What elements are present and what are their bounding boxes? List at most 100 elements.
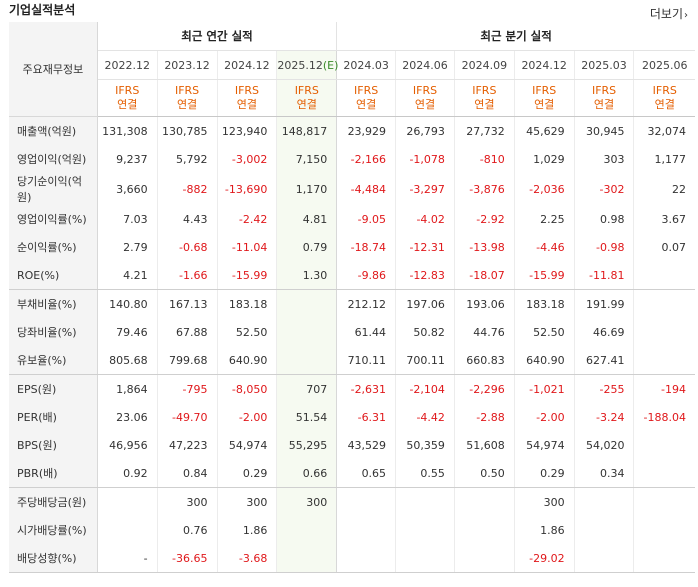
estimate-marker: (E) bbox=[322, 58, 339, 72]
row-label: 영업이익(억원) bbox=[9, 145, 98, 173]
table-cell: 1,864 bbox=[96, 374, 158, 403]
period-header: 2023.12 bbox=[156, 50, 217, 80]
table-row: 유보율(%) 805.68 799.68 640.90 710.11 700.11 660.… bbox=[9, 346, 695, 375]
table-cell: 52.50 bbox=[513, 318, 575, 346]
table-cell: -4.02 bbox=[395, 205, 455, 233]
ifrs-label: IFRS 연결 bbox=[336, 79, 396, 117]
table-cell: 0.84 bbox=[156, 459, 217, 488]
table-cell bbox=[276, 289, 337, 318]
table-row: 시가배당률(%) 0.76 1.86 1.86 bbox=[9, 516, 695, 544]
table-cell: -9.86 bbox=[336, 261, 396, 290]
ifrs-consolidated: 연결 bbox=[534, 98, 555, 111]
table-cell: 0.79 bbox=[276, 233, 337, 261]
period-header: 2024.12 bbox=[513, 50, 575, 80]
table-cell: 46,956 bbox=[96, 431, 158, 459]
ifrs-label: IFRS 연결 bbox=[573, 79, 634, 117]
table-cell: -18.74 bbox=[336, 233, 396, 261]
table-cell: 0.65 bbox=[336, 459, 396, 488]
table-cell bbox=[453, 544, 515, 573]
row-label: 유보율(%) bbox=[9, 346, 98, 375]
ifrs-label: IFRS 연결 bbox=[96, 79, 158, 117]
row-label: BPS(원) bbox=[9, 431, 98, 459]
table-cell: -4.46 bbox=[513, 233, 575, 261]
table-cell: -3,002 bbox=[216, 145, 277, 173]
ifrs-consolidated: 연결 bbox=[296, 98, 317, 111]
table-cell bbox=[336, 516, 396, 544]
table-row: 당좌비율(%) 79.46 67.88 52.50 61.44 50.82 44.76 52.… bbox=[9, 318, 695, 346]
table-cell: -13.98 bbox=[453, 233, 515, 261]
table-cell: 300 bbox=[216, 487, 277, 516]
table-cell: -2,036 bbox=[513, 173, 575, 205]
row-label: 시가배당률(%) bbox=[9, 516, 98, 544]
table-cell: -11.04 bbox=[216, 233, 277, 261]
table-cell bbox=[336, 544, 396, 573]
table-row: ROE(%) 4.21 -1.66 -15.99 1.30 -9.86 -12.83 -18.… bbox=[9, 261, 695, 290]
table-cell: 4.81 bbox=[276, 205, 337, 233]
table-cell: 2.79 bbox=[96, 233, 158, 261]
table-cell bbox=[633, 431, 695, 459]
financial-table: 주요재무정보 최근 연간 실적 최근 분기 실적 2022.12 2023.12 2024… bbox=[9, 22, 695, 573]
table-cell: 9,237 bbox=[96, 145, 158, 173]
table-cell: 51.54 bbox=[276, 403, 337, 431]
table-cell bbox=[633, 289, 695, 318]
table-cell: 300 bbox=[276, 487, 337, 516]
table-cell: -2.88 bbox=[453, 403, 515, 431]
table-cell: 799.68 bbox=[156, 346, 217, 375]
table-cell: -15.99 bbox=[216, 261, 277, 290]
ifrs-standard: IFRS bbox=[652, 84, 677, 97]
table-cell: -3,876 bbox=[453, 173, 515, 205]
table-row: PBR(배) 0.92 0.84 0.29 0.66 0.65 0.55 0.50 0.29 0.… bbox=[9, 459, 695, 488]
table-cell: 4.43 bbox=[156, 205, 217, 233]
table-cell bbox=[96, 487, 158, 516]
period-header: 2024.09 bbox=[453, 50, 515, 80]
table-cell: -2.92 bbox=[453, 205, 515, 233]
table-cell bbox=[276, 346, 337, 375]
table-cell: -9.05 bbox=[336, 205, 396, 233]
table-row: 영업이익(억원) 9,237 5,792 -3,002 7,150 -2,166 -1,07… bbox=[9, 145, 695, 173]
table-cell: 0.07 bbox=[633, 233, 695, 261]
table-cell: 1.86 bbox=[216, 516, 277, 544]
table-cell: 61.44 bbox=[336, 318, 396, 346]
table-cell: -0.68 bbox=[156, 233, 217, 261]
table-cell: -882 bbox=[156, 173, 217, 205]
table-cell: 50,359 bbox=[395, 431, 455, 459]
table-cell: -2.00 bbox=[216, 403, 277, 431]
row-label: 당기순이익(억원) bbox=[9, 173, 98, 205]
table-cell bbox=[276, 544, 337, 573]
ifrs-consolidated: 연결 bbox=[474, 98, 495, 111]
table-cell: 140.80 bbox=[96, 289, 158, 318]
table-cell: -2.00 bbox=[513, 403, 575, 431]
ifrs-label: IFRS 연결 bbox=[156, 79, 217, 117]
ifrs-consolidated: 연결 bbox=[117, 98, 138, 111]
table-cell bbox=[573, 487, 634, 516]
quarter-group-header: 최근 분기 실적 bbox=[336, 22, 695, 51]
ifrs-consolidated: 연결 bbox=[593, 98, 615, 111]
table-cell: 0.29 bbox=[216, 459, 277, 488]
table-cell: 7,150 bbox=[276, 145, 337, 173]
table-cell: 1.30 bbox=[276, 261, 337, 290]
table-cell: -12.83 bbox=[395, 261, 455, 290]
ifrs-standard: IFRS bbox=[234, 84, 260, 97]
table-cell: 300 bbox=[156, 487, 217, 516]
row-label: PBR(배) bbox=[9, 459, 98, 488]
table-cell bbox=[633, 318, 695, 346]
table-cell: 3,660 bbox=[96, 173, 158, 205]
table-cell bbox=[633, 544, 695, 573]
table-cell bbox=[395, 544, 455, 573]
ifrs-standard: IFRS bbox=[354, 84, 379, 97]
table-cell: 47,223 bbox=[156, 431, 217, 459]
table-cell: 130,785 bbox=[156, 116, 217, 145]
period-header: 2024.03 bbox=[336, 50, 396, 80]
table-cell: 2.25 bbox=[513, 205, 575, 233]
ifrs-consolidated: 연결 bbox=[356, 98, 377, 111]
more-link[interactable]: 더보기› bbox=[650, 5, 688, 22]
table-cell: 191.99 bbox=[573, 289, 634, 318]
table-cell: 707 bbox=[276, 374, 337, 403]
row-label: 매출액(억원) bbox=[9, 116, 98, 145]
table-row: 부채비율(%) 140.80 167.13 183.18 212.12 197.06 193… bbox=[9, 289, 695, 318]
table-cell: 193.06 bbox=[453, 289, 515, 318]
table-cell: 79.46 bbox=[96, 318, 158, 346]
table-cell bbox=[633, 346, 695, 375]
table-cell: 0.92 bbox=[96, 459, 158, 488]
table-cell: -13,690 bbox=[216, 173, 277, 205]
